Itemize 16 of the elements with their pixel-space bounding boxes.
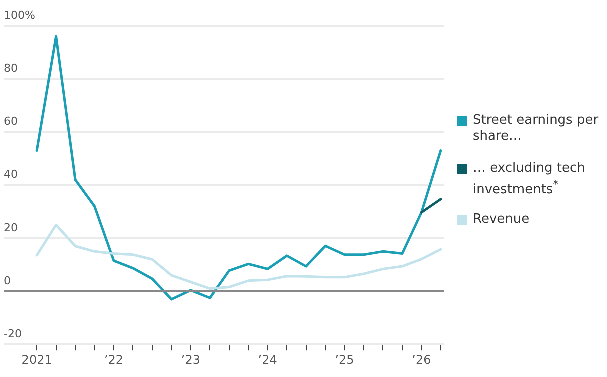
x-tick-label: ’23 <box>181 352 200 367</box>
x-tick-label: ’24 <box>258 352 278 367</box>
y-tick-label: -20 <box>4 327 22 340</box>
y-tick-label: 40 <box>4 168 18 182</box>
legend-label: … excluding tech investments$^{*}$ <box>473 161 586 199</box>
legend-label: Revenue <box>473 212 531 228</box>
y-tick-label: 80 <box>4 62 18 75</box>
y-tick-label: 60 <box>4 115 18 128</box>
x-tick-label: ’22 <box>104 352 124 367</box>
y-tick-label: 100% <box>4 8 36 22</box>
x-tick-label: ’26 <box>412 352 432 367</box>
x-tick-label: 2021 <box>22 352 52 367</box>
y-tick-label: 0 <box>4 274 11 288</box>
legend-label: Street earnings per share… <box>473 112 600 145</box>
y-tick-label: 20 <box>4 221 18 234</box>
x-tick-label: ’25 <box>335 352 354 367</box>
